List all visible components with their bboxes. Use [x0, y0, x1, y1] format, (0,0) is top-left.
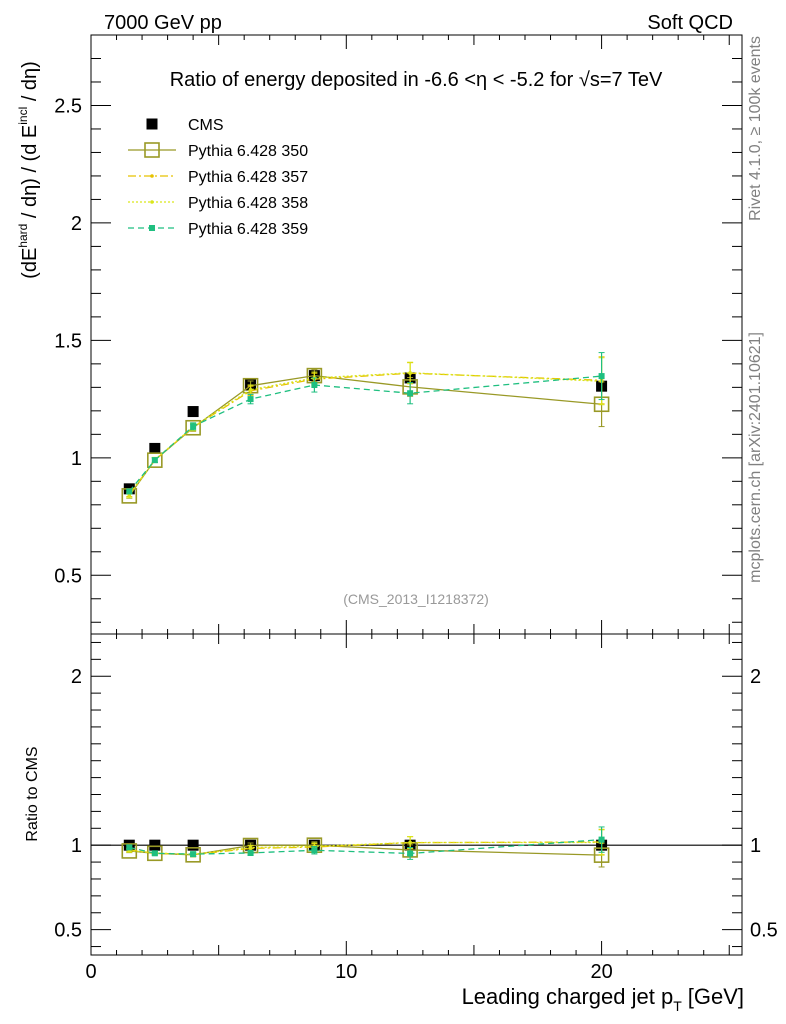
main-point [190, 423, 197, 430]
header-left: 7000 GeV pp [104, 12, 222, 34]
main-series-2 [126, 356, 605, 498]
main-point [598, 373, 605, 380]
legend-label: Pythia 6.428 358 [188, 195, 308, 212]
ratio-y-tick-label-left: 0.5 [54, 920, 82, 942]
ratio-y-axis-label: Ratio to CMS [24, 746, 41, 841]
ratio-point [187, 839, 199, 851]
ratio-point [248, 845, 253, 850]
legend-label: Pythia 6.428 357 [188, 169, 308, 186]
y-tick-label: 1.5 [54, 330, 82, 352]
ratio-point [126, 844, 133, 851]
ratio-point [190, 851, 197, 858]
ratio-panel-frame [90, 633, 743, 956]
y-tick-label: 0.5 [54, 565, 82, 587]
side-label-top: Rivet 4.1.0, ≥ 100k events [747, 36, 764, 221]
x-axis-label: Leading charged jet pT [GeV] [462, 984, 744, 1014]
watermark: (CMS_2013_I1218372) [343, 591, 489, 607]
x-tick-label: 20 [590, 961, 612, 983]
main-point [127, 493, 132, 498]
main-point [248, 387, 253, 392]
ratio-point [598, 836, 605, 843]
x-label-sub: T [673, 998, 682, 1014]
main-point [187, 406, 199, 418]
legend-label: Pythia 6.428 350 [188, 143, 308, 160]
ratio-y-tick-label-right: 1 [750, 835, 761, 857]
ratio-series-group [121, 826, 610, 868]
y-tick-label: 2.5 [54, 95, 82, 117]
legend-label: Pythia 6.428 359 [188, 221, 308, 238]
main-point [408, 370, 412, 375]
side-label-bottom: mcplots.cern.ch [arXiv:2401.10621] [747, 332, 764, 583]
y-tick-label: 1 [71, 448, 82, 470]
legend-marker [146, 118, 158, 130]
y-label-sup-incl: incl [16, 107, 30, 125]
main-point [147, 452, 163, 468]
ratio-series-4 [126, 826, 605, 860]
legend-marker [144, 142, 160, 158]
main-series-3 [126, 357, 605, 499]
y-tick-label: 2 [71, 213, 82, 235]
x-label-main: Leading charged jet p [462, 984, 674, 1009]
legend-marker [150, 200, 154, 204]
x-label-unit: [GeV] [688, 984, 744, 1009]
legend-marker [149, 225, 155, 231]
legend-label: CMS [188, 117, 224, 134]
main-point [407, 390, 414, 397]
y-label-part-1: (dE [19, 248, 41, 279]
ratio-y-tick-label-right: 0.5 [750, 920, 778, 942]
main-point [247, 396, 254, 403]
y-axis-label: (dEhard / dη) / (d Eincl / dη) [16, 61, 41, 279]
header-right: Soft QCD [647, 12, 733, 34]
axes-group: 0 10 20 0.5 1 1.5 2 2.5 0.5 0.5 1 1 2 2 [54, 34, 778, 983]
ratio-point [247, 849, 254, 856]
ratio-point [151, 850, 158, 857]
x-tick-label: 10 [335, 961, 357, 983]
main-series-4 [126, 352, 605, 495]
y-label-part-3: / dη) [19, 61, 41, 107]
main-series-group [121, 352, 610, 504]
ratio-y-tick-label-left: 1 [71, 835, 82, 857]
y-label-sup-hard: hard [16, 224, 30, 248]
main-point [151, 457, 158, 464]
legend-marker [150, 174, 154, 178]
ratio-y-tick-label-left: 2 [71, 666, 82, 688]
ratio-point [149, 839, 161, 851]
ratio-point [311, 847, 318, 854]
main-point [311, 382, 318, 389]
x-tick-label: 0 [85, 961, 96, 983]
main-point [185, 419, 201, 436]
y-label-part-2: / dη) / (d E [19, 125, 41, 224]
main-point [126, 488, 133, 495]
main-series-line [128, 374, 602, 497]
ratio-point [407, 850, 414, 857]
ratio-point [185, 847, 201, 863]
main-point [149, 442, 161, 454]
ratio-y-tick-label-right: 2 [750, 666, 761, 688]
chart-title: Ratio of energy deposited in -6.6 <η < -… [170, 69, 663, 91]
legend: CMS Pythia 6.428 350 Pythia 6.428 357 Pythi… [128, 117, 308, 238]
ratio-point [408, 840, 412, 845]
